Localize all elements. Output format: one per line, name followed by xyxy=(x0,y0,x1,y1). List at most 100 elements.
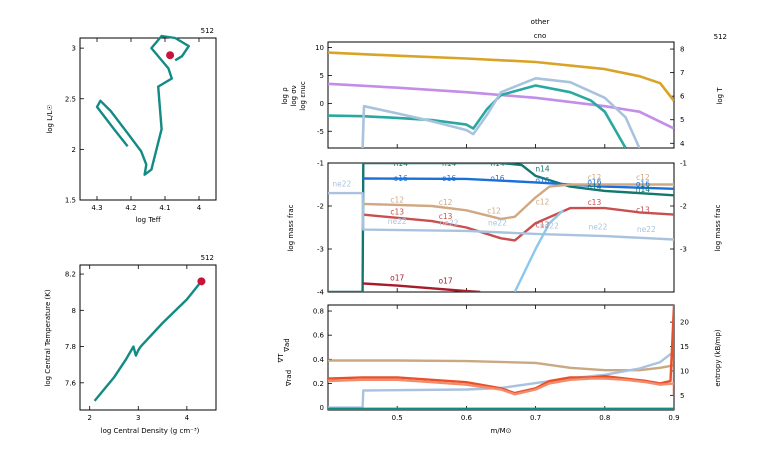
grad-ylabel-T: ∇T xyxy=(277,353,285,364)
abund-isotope-label: o16 xyxy=(636,180,650,189)
abund-y-tick-label: -4 xyxy=(317,289,325,297)
hr-y-tick-label: 2 xyxy=(72,146,76,154)
abund-isotope-label: c13 xyxy=(390,208,404,217)
abund-isotope-label: n14 xyxy=(636,185,651,194)
abund-o16-line xyxy=(362,177,674,190)
abund-isotope-label: c13 xyxy=(588,198,602,207)
profile-top-series-line xyxy=(361,77,641,148)
abund-o17-line xyxy=(362,282,481,292)
profile-top-axes-frame xyxy=(327,41,675,149)
abund-y2-label: log mass frac xyxy=(714,204,722,251)
grad-x-tick-label: 0.9 xyxy=(668,414,679,422)
abund-y-tick-label: -2 xyxy=(317,203,324,211)
profile-top-ylabel-T: log T xyxy=(716,87,724,105)
abund-isotope-label: o16 xyxy=(394,174,408,183)
abund-isotope-label: ne22 xyxy=(588,223,607,232)
profile-top-y2-tick-label: 7 xyxy=(680,69,684,77)
grad-axes-frame xyxy=(327,304,675,411)
abund-y-tick-label: -1 xyxy=(317,160,324,168)
profile-top-y-tick-label: -5 xyxy=(317,128,324,136)
grad-series-line xyxy=(328,377,674,396)
center-current-marker xyxy=(197,277,206,286)
hr-x-tick-label: 4.3 xyxy=(91,204,102,212)
center-x-tick-label: 3 xyxy=(136,414,140,422)
profile-top-y2-tick-label: 5 xyxy=(680,116,684,124)
abund-isotope-label: ne22 xyxy=(388,217,407,226)
abund-y2-tick-label: -2 xyxy=(680,203,687,211)
profile-tag-cno: cno xyxy=(534,32,547,40)
abund-isotope-label: o16 xyxy=(442,174,456,183)
center-tag: 512 xyxy=(201,254,214,262)
abund-isotope-label: o17 xyxy=(439,276,453,285)
abund-isotope-label: c12 xyxy=(439,198,453,207)
profile-top-y2-tick-label: 8 xyxy=(680,46,684,54)
grad-y-tick-label: 0 xyxy=(320,404,324,412)
grad-series-line xyxy=(328,305,674,396)
abund-isotope-label: o16 xyxy=(587,178,601,187)
abund-isotope-label: c12 xyxy=(536,198,550,207)
hr-y-tick-label: 2.5 xyxy=(65,95,76,103)
abund-c12-line xyxy=(362,183,674,221)
hr-y-tick-label: 1.5 xyxy=(65,197,76,205)
abund-isotope-label: ne22 xyxy=(440,218,459,227)
abund-isotope-label: n14 xyxy=(442,159,457,168)
hr-current-marker xyxy=(166,51,175,60)
abund-isotope-label: c13 xyxy=(636,205,650,214)
abund-isotope-label: c12 xyxy=(390,196,404,205)
profile-top-y2-tick-label: 6 xyxy=(680,93,685,101)
abund-isotope-label: ne22 xyxy=(540,221,559,230)
hr-x-tick-label: 4 xyxy=(197,204,202,212)
grad-y2-tick-label: 10 xyxy=(680,367,689,375)
grad-x-tick-label: 0.8 xyxy=(599,414,610,422)
abund-ne22-line xyxy=(328,191,674,241)
grad-x-tick-label: 0.6 xyxy=(461,414,473,422)
abund-y2-tick-label: -3 xyxy=(680,246,687,254)
profile-top-y-tick-label: 0 xyxy=(320,100,324,108)
hr-x-label: log Teff xyxy=(135,216,160,224)
abund-isotope-label: o16 xyxy=(490,174,504,183)
abund-isotope-label: ne22 xyxy=(332,180,351,189)
grad-y2-tick-label: 5 xyxy=(680,392,684,400)
hr-y-tick-label: 3 xyxy=(72,45,76,53)
grad-x-label: m/M⊙ xyxy=(490,427,511,435)
abund-isotope-label: c12 xyxy=(588,173,602,182)
grad-ylabel-ad: ∇ad xyxy=(283,338,291,352)
center-y-label: log Central Temperature (K) xyxy=(44,289,52,386)
abund-c13-line xyxy=(362,206,674,242)
center-x-label: log Central Density (g cm⁻³) xyxy=(101,427,200,435)
grad-y2-label: entropy (kB/mp) xyxy=(714,329,722,387)
abund-y-label: log mass frac xyxy=(287,204,295,251)
center-axes-frame xyxy=(79,264,217,411)
center-y-tick-label: 8 xyxy=(72,307,76,315)
abund-isotope-label: n14 xyxy=(535,165,550,174)
center-track-line xyxy=(93,280,203,402)
abund-isotope-label: o17 xyxy=(390,273,404,282)
abund-isotope-label: n14 xyxy=(490,159,505,168)
grad-lines xyxy=(328,305,674,410)
profile-top-series-line xyxy=(328,51,674,102)
grad-y-tick-label: 0.4 xyxy=(313,356,325,364)
abund-isotope-label: o16 xyxy=(535,176,549,185)
profile-top-ylabel-rho: log ρ xyxy=(281,87,289,105)
grad-x-tick-label: 0.7 xyxy=(530,414,541,422)
abund-isotope-label: ne22 xyxy=(637,225,656,234)
abund-isotope-label: c13 xyxy=(439,212,453,221)
hr-x-tick-label: 4.1 xyxy=(159,204,170,212)
profile-tag-other: other xyxy=(531,18,550,26)
grad-y-tick-label: 0.2 xyxy=(313,380,324,388)
hr-x-tick-label: 4.2 xyxy=(125,204,136,212)
grad-ylabel-rad: ∇rad xyxy=(285,370,293,387)
profile-top-series-line xyxy=(328,84,627,148)
abund-isotope-label: c13 xyxy=(536,221,550,230)
abund-y2-tick-label: -1 xyxy=(680,160,687,168)
abund-isotope-label: c12 xyxy=(487,207,501,216)
profile-top-y-tick-label: 10 xyxy=(315,44,324,52)
hr-y-label: log L/L☉ xyxy=(46,104,54,133)
center-y-tick-label: 7.8 xyxy=(65,343,76,351)
grad-series-line xyxy=(328,350,674,409)
abund-isotope-label: c12 xyxy=(636,173,650,182)
grad-y2-tick-label: 20 xyxy=(680,319,689,327)
abund-light-blue-rise-line xyxy=(513,209,565,292)
